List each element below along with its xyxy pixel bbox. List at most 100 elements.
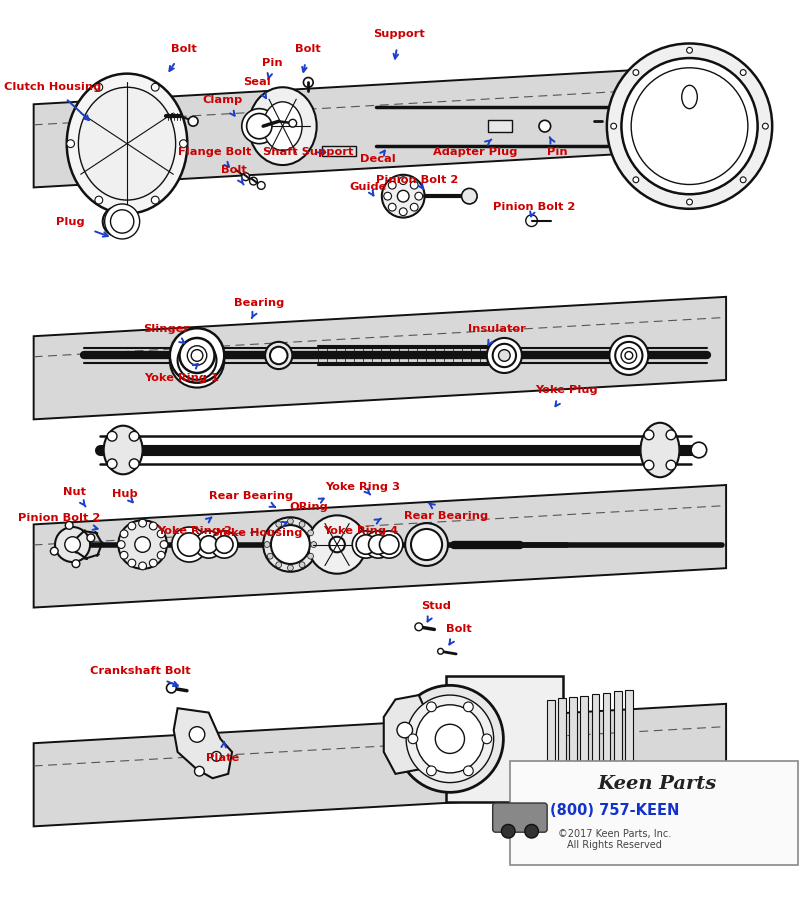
Circle shape [138, 519, 146, 527]
Circle shape [397, 685, 503, 792]
Bar [602, 693, 610, 785]
Circle shape [610, 336, 648, 375]
Circle shape [72, 560, 80, 568]
Circle shape [435, 724, 465, 753]
Circle shape [399, 176, 407, 184]
Ellipse shape [641, 423, 679, 477]
Circle shape [410, 181, 418, 189]
Circle shape [128, 522, 136, 530]
Circle shape [107, 459, 117, 469]
Circle shape [416, 705, 484, 773]
Circle shape [411, 529, 442, 560]
Circle shape [442, 731, 458, 747]
Polygon shape [384, 695, 426, 774]
Ellipse shape [104, 426, 142, 474]
Circle shape [172, 527, 206, 562]
Bar [614, 691, 622, 787]
Circle shape [388, 181, 396, 189]
Bar [592, 694, 599, 784]
Circle shape [166, 683, 176, 693]
FancyBboxPatch shape [493, 803, 547, 833]
Text: Rear Bearing: Rear Bearing [404, 503, 488, 520]
Text: Bolt: Bolt [221, 165, 246, 184]
Circle shape [426, 702, 436, 712]
Circle shape [369, 535, 388, 554]
Circle shape [195, 531, 222, 558]
Circle shape [426, 766, 436, 776]
Text: Guide: Guide [350, 183, 387, 195]
Circle shape [633, 69, 639, 76]
Circle shape [610, 123, 617, 129]
Circle shape [158, 530, 165, 537]
Circle shape [210, 531, 238, 558]
Text: Slinger: Slinger [143, 324, 189, 343]
Circle shape [463, 766, 474, 776]
Text: Yoke Ring 1: Yoke Ring 1 [144, 364, 219, 383]
Circle shape [188, 116, 198, 126]
Circle shape [462, 188, 477, 204]
Circle shape [308, 554, 314, 559]
Circle shape [187, 346, 206, 365]
Text: Nut: Nut [63, 487, 86, 507]
Text: Keen Parts: Keen Parts [598, 776, 717, 794]
Circle shape [179, 338, 214, 373]
Circle shape [242, 173, 250, 181]
Circle shape [356, 535, 375, 554]
Circle shape [415, 623, 422, 631]
FancyBboxPatch shape [510, 760, 798, 865]
Circle shape [130, 431, 139, 441]
Ellipse shape [66, 74, 187, 213]
Polygon shape [34, 485, 726, 608]
Text: Support: Support [374, 29, 425, 58]
Ellipse shape [78, 87, 176, 200]
Circle shape [375, 531, 403, 558]
Circle shape [287, 565, 294, 571]
Bar [322, 146, 357, 156]
Circle shape [110, 210, 134, 233]
Circle shape [212, 752, 222, 761]
Circle shape [215, 536, 233, 554]
Polygon shape [174, 708, 232, 778]
Text: Bolt: Bolt [295, 44, 321, 72]
Circle shape [190, 726, 205, 742]
Circle shape [120, 530, 128, 537]
Text: Flange Bolt: Flange Bolt [178, 148, 252, 166]
Polygon shape [34, 704, 726, 826]
Text: Decal: Decal [361, 150, 396, 165]
Circle shape [258, 182, 265, 189]
Circle shape [352, 531, 379, 558]
Text: Yoke Housing: Yoke Housing [216, 522, 302, 538]
Text: ©2017 Keen Parts, Inc.
All Rights Reserved: ©2017 Keen Parts, Inc. All Rights Reserv… [558, 829, 671, 850]
Circle shape [493, 344, 516, 367]
Circle shape [265, 342, 292, 369]
Text: Pinion Bolt 2: Pinion Bolt 2 [493, 202, 575, 216]
Circle shape [270, 346, 287, 364]
Circle shape [408, 734, 418, 743]
Circle shape [621, 347, 637, 364]
Text: Crankshaft Bolt: Crankshaft Bolt [90, 666, 190, 686]
Circle shape [405, 523, 448, 566]
Polygon shape [34, 297, 726, 419]
Bar [625, 689, 633, 788]
Circle shape [330, 536, 345, 553]
Text: Yoke Ring 2: Yoke Ring 2 [158, 518, 232, 536]
Circle shape [128, 559, 136, 567]
Text: Insulator: Insulator [468, 324, 526, 345]
Circle shape [276, 562, 282, 568]
Bar [570, 697, 577, 780]
Circle shape [151, 84, 159, 91]
Circle shape [191, 349, 203, 361]
Ellipse shape [263, 102, 302, 150]
Circle shape [686, 199, 693, 205]
Ellipse shape [249, 87, 317, 165]
Text: Stud: Stud [421, 601, 451, 622]
Text: Pin: Pin [547, 137, 567, 157]
Circle shape [178, 341, 217, 380]
Circle shape [160, 541, 168, 548]
Circle shape [179, 140, 187, 148]
Circle shape [138, 562, 146, 570]
Bar [581, 696, 588, 782]
Circle shape [65, 536, 80, 553]
Circle shape [263, 518, 318, 572]
Circle shape [308, 530, 314, 536]
